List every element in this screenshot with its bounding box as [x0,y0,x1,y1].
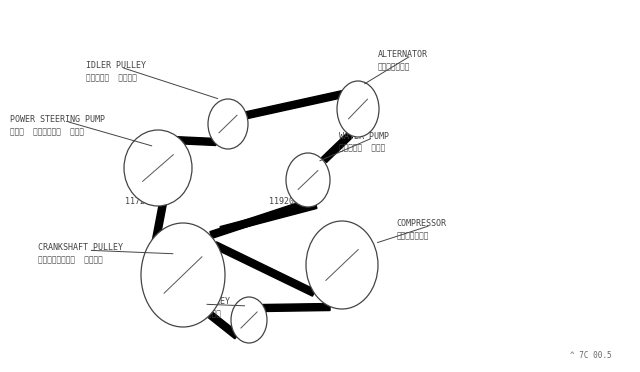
Text: IDLER PULLEY: IDLER PULLEY [86,61,147,70]
Polygon shape [210,202,303,238]
Text: COMPRESSOR: COMPRESSOR [397,219,447,228]
Ellipse shape [306,221,378,309]
Text: ウォーター  ポンプ: ウォーター ポンプ [339,144,385,153]
Ellipse shape [208,99,248,149]
Ellipse shape [337,81,379,137]
Text: コンプレッサー: コンプレッサー [397,231,429,240]
Polygon shape [214,242,316,296]
Polygon shape [220,202,317,233]
Text: POWER STEERING PUMP: POWER STEERING PUMP [10,115,104,124]
Ellipse shape [231,297,267,343]
Text: 11920N: 11920N [269,198,299,206]
Text: IDLER PULLEY: IDLER PULLEY [170,297,230,306]
Polygon shape [263,304,330,311]
Polygon shape [206,310,239,339]
Text: 11720N: 11720N [125,198,155,206]
Polygon shape [152,202,166,246]
Text: アイドラー  プーリー: アイドラー プーリー [86,73,137,82]
Text: アイドラー  プーリー: アイドラー プーリー [170,310,220,318]
Ellipse shape [141,223,225,327]
Polygon shape [243,90,344,119]
Text: パワー  ステアリング  ポンプ: パワー ステアリング ポンプ [10,127,84,136]
Text: WATER PUMP: WATER PUMP [339,132,389,141]
Text: ALTERNATOR: ALTERNATOR [378,50,428,59]
Ellipse shape [286,153,330,207]
Ellipse shape [124,130,192,206]
Text: CRANKSHAFT PULLEY: CRANKSHAFT PULLEY [38,243,124,252]
Text: クランクシャフト  プーリー: クランクシャフト プーリー [38,256,103,264]
Polygon shape [321,132,353,163]
Text: ^ 7C 00.5: ^ 7C 00.5 [570,351,612,360]
Polygon shape [173,137,216,145]
Text: オルタネーター: オルタネーター [378,62,410,71]
